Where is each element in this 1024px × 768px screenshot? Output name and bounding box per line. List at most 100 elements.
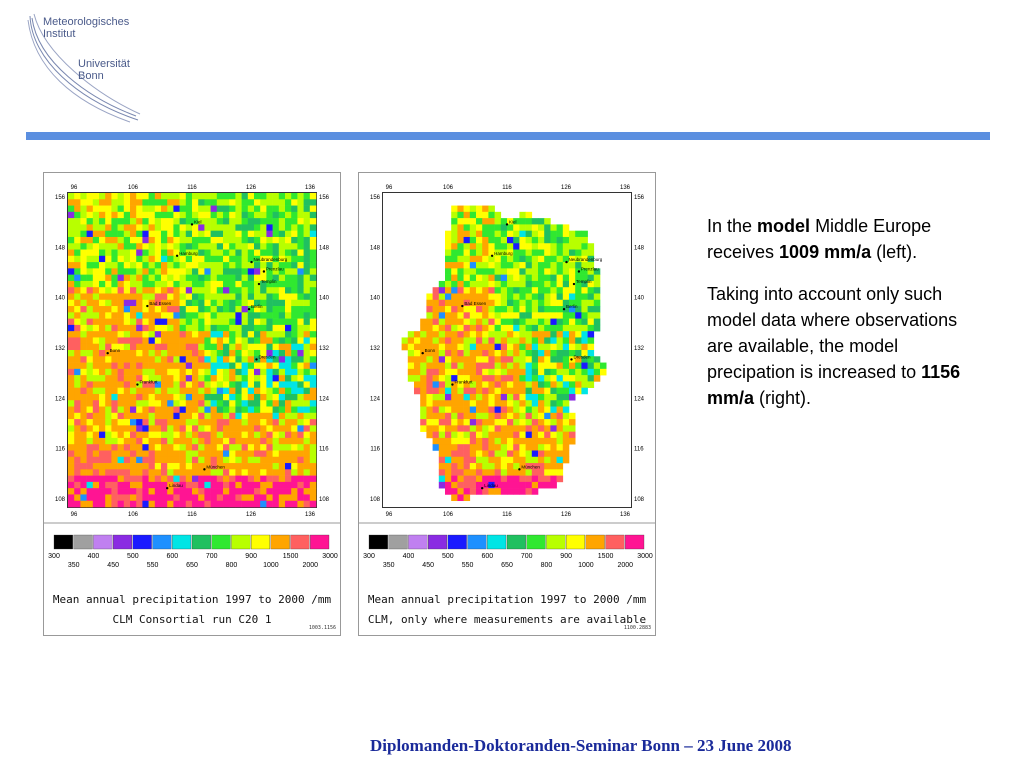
map-cell [507, 375, 514, 382]
map-cell [438, 324, 446, 332]
map-cell [117, 406, 125, 414]
map-cell [469, 469, 477, 476]
map-cell [451, 375, 458, 382]
map-cell [488, 375, 495, 382]
map-cell [303, 387, 311, 395]
map-cell [74, 381, 81, 388]
map-cell [99, 312, 106, 319]
map-cell [463, 350, 471, 357]
map-cell [167, 205, 174, 213]
map-cell [538, 230, 545, 238]
map-cell [198, 318, 205, 326]
map-cell [216, 444, 224, 451]
institute-logo: Meteorologisches Institut Universität Bo… [18, 10, 158, 125]
map-cell [241, 481, 249, 489]
map-cell [297, 218, 304, 225]
map-cell [80, 412, 87, 420]
map-cell [513, 356, 520, 363]
map-cell [229, 224, 236, 231]
map-cell [80, 318, 87, 326]
map-cell [86, 211, 94, 219]
map-cell [438, 393, 446, 401]
map-cell [469, 274, 477, 282]
map-cell [148, 331, 156, 338]
map-cell [457, 450, 464, 458]
map-cell [457, 469, 464, 476]
map-cell [587, 306, 595, 313]
map-cell [297, 406, 304, 414]
map-caption-subtitle: CLM, only where measurements are availab… [367, 613, 647, 626]
map-cell [111, 450, 118, 458]
map-cell [111, 362, 118, 370]
map-cell [247, 205, 255, 213]
map-cell [185, 488, 193, 495]
map-cell [117, 425, 125, 432]
map-cell [173, 444, 180, 451]
map-cell [581, 318, 588, 326]
map-cell [260, 331, 267, 338]
map-cell [469, 243, 477, 250]
map-cell [130, 255, 137, 263]
map-cell [593, 306, 601, 313]
map-cell [556, 475, 564, 483]
map-cell [80, 494, 87, 502]
map-cell [130, 337, 137, 345]
map-cell [272, 299, 280, 307]
map-cell [291, 362, 298, 370]
map-cell [482, 406, 489, 414]
map-cell [74, 299, 81, 307]
map-cell [420, 419, 427, 426]
map-cell [285, 331, 292, 338]
map-cell [432, 406, 440, 414]
map-cell [309, 274, 317, 282]
map-cell [86, 450, 94, 458]
map-cell [105, 456, 112, 464]
map-cell [272, 193, 280, 200]
map-cell [463, 249, 471, 257]
map-cell [569, 431, 576, 439]
map-cell [117, 236, 125, 244]
map-cell [550, 236, 557, 244]
map-cell [123, 500, 131, 508]
map-cell [105, 262, 112, 269]
map-cell [445, 375, 452, 382]
map-cell [111, 387, 118, 395]
map-cell [513, 393, 520, 401]
map-cell [123, 481, 131, 489]
map-cell [154, 249, 162, 257]
map-cell [272, 255, 280, 263]
map-cell [303, 381, 311, 388]
city-marker [490, 254, 494, 257]
map-cell [167, 481, 174, 489]
map-cell [173, 274, 180, 282]
map-cell [569, 274, 576, 282]
map-cell [216, 337, 224, 345]
map-cell [241, 375, 249, 382]
map-cell [309, 419, 317, 426]
map-cell [556, 431, 564, 439]
map-cell [74, 343, 81, 351]
map-cell [463, 375, 471, 382]
map-cell [117, 287, 125, 294]
map-cell [531, 224, 539, 231]
map-cell [254, 419, 261, 426]
map-cell [303, 475, 311, 483]
map-cell [432, 350, 440, 357]
map-cell [229, 393, 236, 401]
map-cell [130, 331, 137, 338]
map-cell [562, 243, 570, 250]
map-cell [451, 331, 458, 338]
map-cell [229, 262, 236, 269]
map-cell [507, 324, 514, 332]
map-cell [80, 381, 87, 388]
map-cell [130, 211, 137, 219]
map-cell [266, 431, 273, 439]
map-cell [463, 236, 471, 244]
map-cell [278, 287, 286, 294]
map-cell [278, 381, 286, 388]
map-cell [297, 337, 304, 345]
map-cell [86, 280, 94, 288]
map-cell [74, 230, 81, 238]
map-cell [111, 280, 118, 288]
map-cell [420, 356, 427, 363]
